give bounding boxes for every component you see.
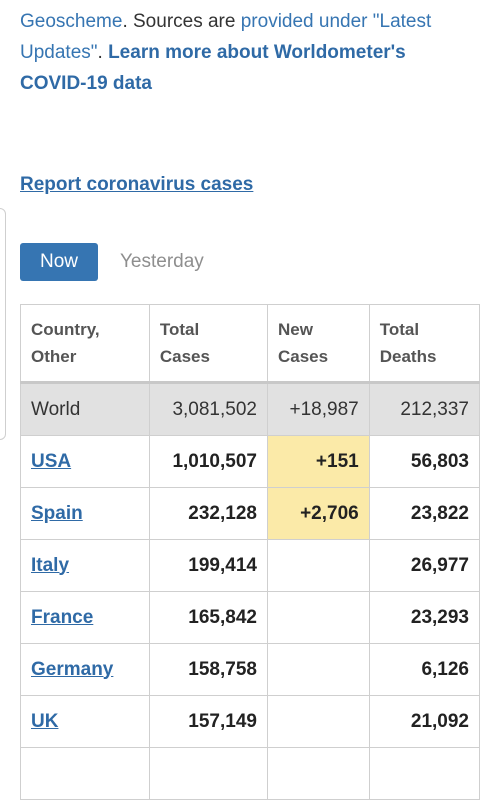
total-deaths-cell: 26,977 xyxy=(368,539,480,592)
cases-table: Country, Other Total Cases New Cases Total D… xyxy=(20,304,480,800)
total-cases-cell: 232,128 xyxy=(148,487,268,540)
total-cases-cell: 165,842 xyxy=(148,591,268,644)
table-row xyxy=(20,747,480,800)
header-total-cases[interactable]: Total Cases xyxy=(148,304,268,384)
new-cases-cell: +18,987 xyxy=(266,382,370,436)
tab-bar: Now Yesterday xyxy=(20,243,204,281)
country-cell: UK xyxy=(20,695,150,748)
new-cases-cell: +2,706 xyxy=(266,487,370,540)
total-cases-cell: 157,149 xyxy=(148,695,268,748)
country-link-usa[interactable]: USA xyxy=(31,450,72,472)
total-deaths-cell xyxy=(368,747,480,800)
total-deaths-cell: 23,293 xyxy=(368,591,480,644)
total-cases-cell: 199,414 xyxy=(148,539,268,592)
country-cell: World xyxy=(20,382,150,436)
country-cell: Italy xyxy=(20,539,150,592)
total-deaths-cell: 21,092 xyxy=(368,695,480,748)
tab-yesterday[interactable]: Yesterday xyxy=(120,251,204,272)
new-cases-cell xyxy=(266,747,370,800)
geoscheme-link[interactable]: Geoscheme xyxy=(20,11,123,32)
total-deaths-cell: 212,337 xyxy=(368,382,480,436)
table-row: France 165,842 23,293 xyxy=(20,591,480,644)
table-row-world: World 3,081,502 +18,987 212,337 xyxy=(20,382,480,436)
latest-updates-link[interactable]: provided under "Latest Updates" xyxy=(20,11,432,63)
country-cell: Spain xyxy=(20,487,150,540)
intro-paragraph: Geoscheme. Sources are provided under "L… xyxy=(20,6,470,99)
country-cell xyxy=(20,747,150,800)
country-link-spain[interactable]: Spain xyxy=(31,502,83,524)
new-cases-cell: +151 xyxy=(266,435,370,488)
header-total-deaths[interactable]: Total Deaths xyxy=(368,304,480,384)
table-row: Italy 199,414 26,977 xyxy=(20,539,480,592)
side-panel-edge xyxy=(0,208,6,440)
country-link-france[interactable]: France xyxy=(31,606,94,628)
total-cases-cell: 3,081,502 xyxy=(148,382,268,436)
country-link-italy[interactable]: Italy xyxy=(31,554,70,576)
intro-text-1: . Sources are xyxy=(122,11,241,32)
country-link-germany[interactable]: Germany xyxy=(31,658,114,680)
table-row: USA 1,010,507 +151 56,803 xyxy=(20,435,480,488)
table-row: UK 157,149 21,092 xyxy=(20,695,480,748)
total-deaths-cell: 23,822 xyxy=(368,487,480,540)
table-row: Germany 158,758 6,126 xyxy=(20,643,480,696)
tab-now[interactable]: Now xyxy=(20,243,98,281)
new-cases-cell xyxy=(266,591,370,644)
total-deaths-cell: 56,803 xyxy=(368,435,480,488)
header-new-cases[interactable]: New Cases xyxy=(266,304,370,384)
new-cases-cell xyxy=(266,643,370,696)
new-cases-cell xyxy=(266,695,370,748)
country-cell: France xyxy=(20,591,150,644)
total-cases-cell: 158,758 xyxy=(148,643,268,696)
intro-text-2: . xyxy=(97,42,109,63)
total-deaths-cell: 6,126 xyxy=(368,643,480,696)
table-header-row: Country, Other Total Cases New Cases Total D… xyxy=(20,304,480,384)
total-cases-cell xyxy=(148,747,268,800)
report-cases-link[interactable]: Report coronavirus cases xyxy=(20,174,254,195)
country-cell: Germany xyxy=(20,643,150,696)
learn-more-link[interactable]: Learn more about Worldometer's COVID-19 … xyxy=(20,42,406,94)
header-country[interactable]: Country, Other xyxy=(20,304,150,384)
new-cases-cell xyxy=(266,539,370,592)
country-link-uk[interactable]: UK xyxy=(31,710,59,732)
country-cell: USA xyxy=(20,435,150,488)
total-cases-cell: 1,010,507 xyxy=(148,435,268,488)
table-row: Spain 232,128 +2,706 23,822 xyxy=(20,487,480,540)
